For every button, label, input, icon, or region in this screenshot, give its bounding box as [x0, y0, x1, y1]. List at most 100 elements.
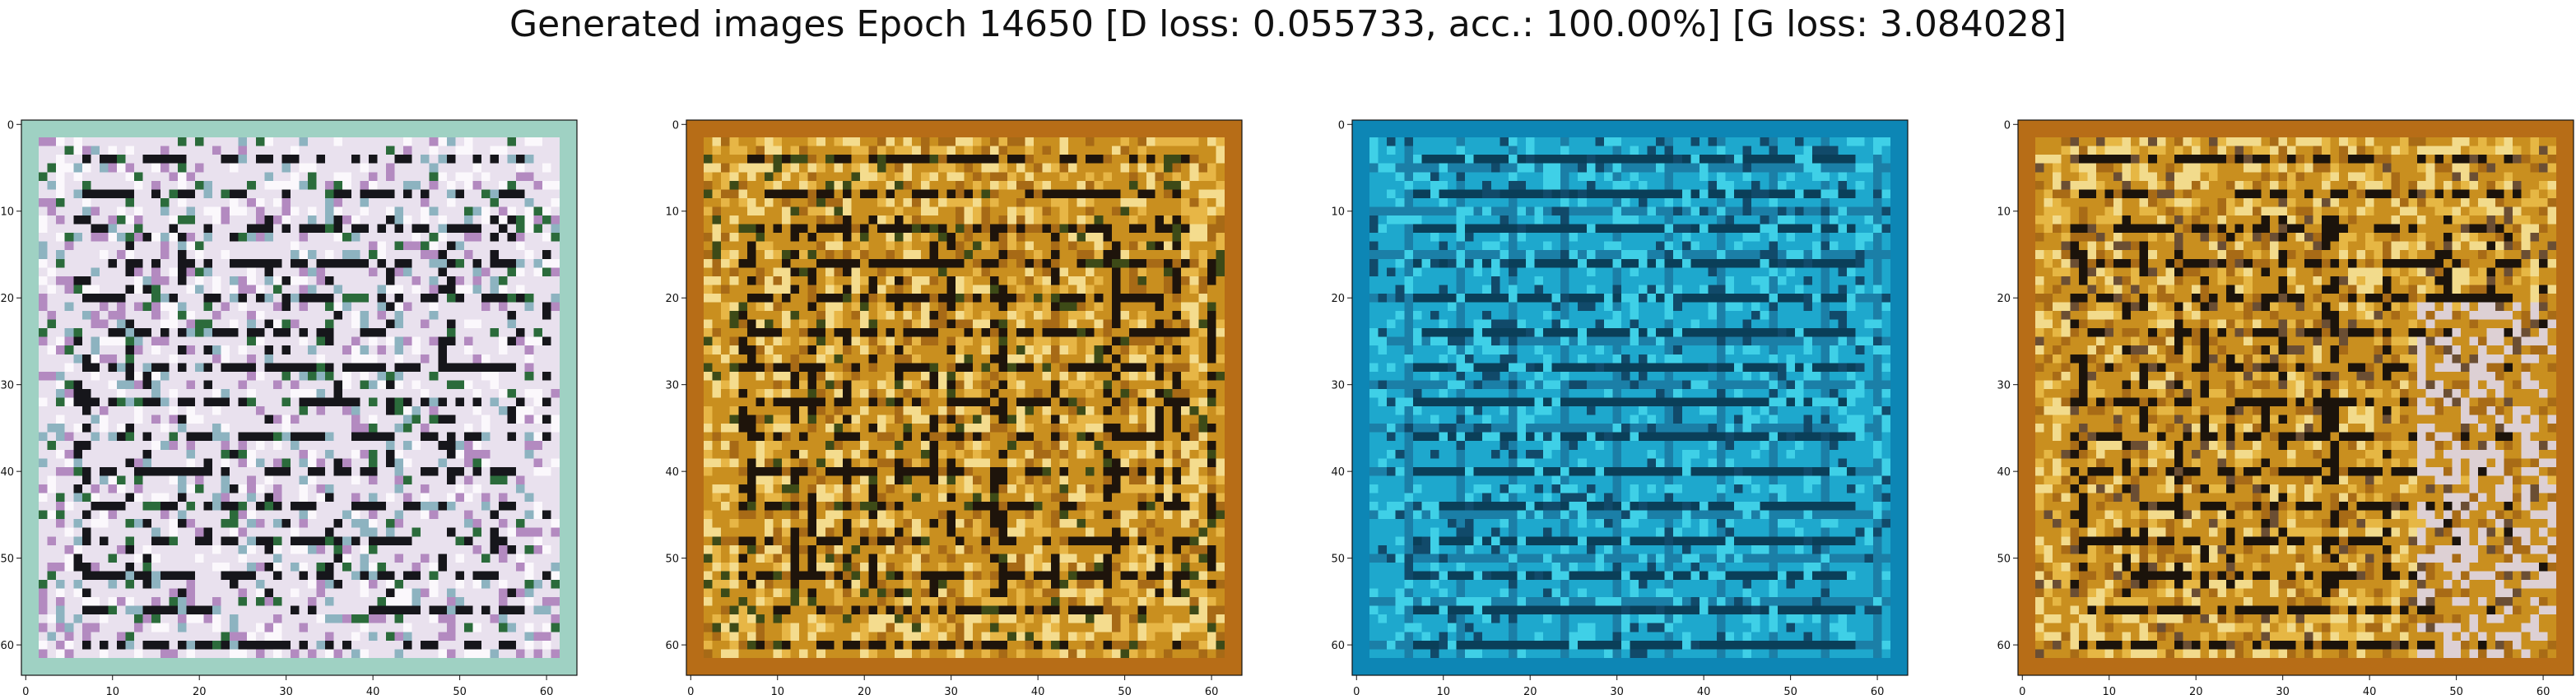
- heatmap-cell: [721, 155, 731, 164]
- heatmap-cell: [455, 649, 465, 659]
- heatmap-cell: [125, 146, 135, 155]
- heatmap-cell: [21, 137, 31, 147]
- heatmap-cell: [255, 649, 265, 659]
- heatmap-cell: [108, 180, 118, 190]
- heatmap-cell: [1146, 137, 1156, 147]
- heatmap-cell: [186, 397, 196, 407]
- heatmap-cell: [56, 484, 66, 494]
- heatmap-cell: [385, 502, 396, 512]
- heatmap-cell: [47, 336, 57, 346]
- heatmap-cell: [203, 614, 213, 624]
- heatmap-cell: [134, 397, 144, 407]
- heatmap-cell: [56, 562, 66, 572]
- heatmap-cell: [290, 328, 300, 338]
- heatmap-cell: [403, 544, 413, 554]
- heatmap-cell: [177, 519, 187, 529]
- heatmap-cell: [990, 163, 1000, 173]
- heatmap-cell: [851, 137, 861, 147]
- heatmap-cell: [1181, 137, 1191, 147]
- heatmap-cell: [542, 336, 551, 346]
- heatmap-cell: [299, 155, 309, 164]
- heatmap-cell: [221, 206, 230, 216]
- heatmap-cell: [421, 527, 430, 537]
- heatmap-cell: [1137, 224, 1147, 234]
- heatmap-cell: [160, 224, 170, 234]
- heatmap-cell: [264, 554, 274, 563]
- heatmap-cell: [499, 241, 509, 251]
- heatmap-cell: [30, 120, 40, 130]
- heatmap-cell: [472, 441, 482, 451]
- heatmap-cell: [160, 466, 170, 477]
- heatmap-cell: [429, 527, 439, 537]
- heatmap-cell: [773, 189, 783, 199]
- heatmap-cell: [203, 623, 213, 632]
- heatmap-cell: [551, 544, 560, 554]
- heatmap-cell: [964, 128, 974, 138]
- heatmap-cell: [1207, 180, 1216, 190]
- heatmap-cell: [955, 155, 965, 164]
- heatmap-cell: [47, 597, 57, 607]
- heatmap-cell: [360, 206, 370, 216]
- heatmap-cell: [169, 189, 179, 199]
- heatmap-cell: [264, 597, 274, 607]
- heatmap-cell: [1076, 224, 1086, 234]
- heatmap-cell: [1120, 120, 1130, 130]
- heatmap-cell: [230, 527, 239, 537]
- heatmap-cell: [194, 120, 205, 130]
- heatmap-cell: [351, 233, 360, 243]
- heatmap-cell: [221, 544, 230, 554]
- heatmap-cell: [368, 224, 379, 234]
- heatmap-cell: [30, 224, 40, 234]
- heatmap-cell: [412, 649, 421, 659]
- heatmap-cell: [524, 293, 534, 303]
- heatmap-cell: [1189, 155, 1199, 164]
- heatmap-cell: [1111, 155, 1121, 164]
- heatmap-cell: [30, 285, 40, 294]
- heatmap-cell: [1233, 172, 1243, 182]
- heatmap-cell: [1155, 120, 1165, 130]
- heatmap-cell: [524, 302, 534, 312]
- heatmap-cell: [238, 579, 248, 590]
- heatmap-cell: [177, 371, 187, 382]
- heatmap-cell: [272, 276, 283, 285]
- heatmap-cell: [281, 345, 291, 355]
- heatmap-cell: [1033, 197, 1044, 208]
- heatmap-cell: [177, 146, 187, 155]
- heatmap-cell: [73, 640, 83, 650]
- heatmap-cell: [542, 258, 551, 268]
- heatmap-cell: [973, 146, 983, 155]
- heatmap-cell: [238, 571, 248, 581]
- heatmap-cell: [490, 180, 500, 190]
- heatmap-cell: [247, 354, 257, 364]
- heatmap-cell: [1181, 215, 1191, 225]
- heatmap-cell: [421, 614, 430, 624]
- y-tick-label: 0: [7, 119, 14, 132]
- heatmap-cell: [377, 657, 387, 668]
- heatmap-cell: [47, 632, 57, 642]
- heatmap-cell: [377, 544, 387, 554]
- heatmap-cell: [238, 172, 248, 182]
- heatmap-cell: [21, 258, 31, 268]
- heatmap-cell: [542, 137, 551, 147]
- heatmap-cell: [360, 241, 370, 251]
- heatmap-cell: [316, 571, 326, 581]
- heatmap-cell: [1007, 172, 1017, 182]
- heatmap-cell: [429, 597, 439, 607]
- heatmap-cell: [212, 197, 222, 208]
- heatmap-cell: [325, 554, 335, 563]
- heatmap-cell: [524, 380, 534, 390]
- heatmap-cell: [342, 233, 352, 243]
- heatmap-cell: [729, 137, 739, 147]
- heatmap-cell: [160, 406, 170, 416]
- heatmap-cell: [1025, 155, 1035, 164]
- heatmap-cell: [377, 536, 387, 546]
- generated-image-1-axes-frame: [21, 119, 578, 676]
- heatmap-cell: [272, 388, 283, 399]
- heatmap-cell: [39, 649, 49, 659]
- heatmap-cell: [385, 380, 396, 390]
- heatmap-cell: [1137, 172, 1147, 182]
- heatmap-cell: [81, 562, 91, 572]
- heatmap-cell: [481, 415, 491, 424]
- heatmap-cell: [568, 224, 578, 234]
- heatmap-cell: [272, 623, 283, 632]
